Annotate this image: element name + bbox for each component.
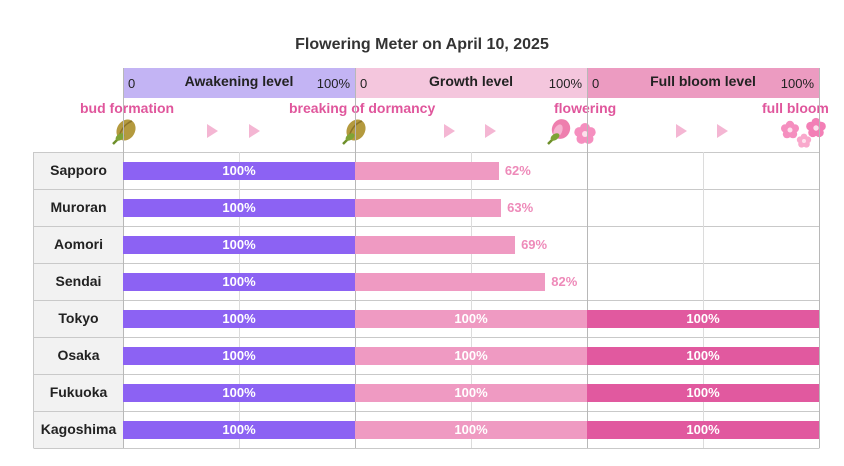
chart-title: Flowering Meter on April 10, 2025 [295, 36, 549, 53]
growth-bar [355, 235, 516, 254]
growth-level-header: Growth level 0 100% [355, 68, 587, 98]
awakening-bar [123, 161, 355, 180]
bar-value-label: 62% [504, 162, 531, 178]
awakening-bar [123, 235, 355, 254]
bar-value-label: 69% [521, 236, 548, 252]
bar-value-label: 82% [551, 273, 578, 289]
bar-value-label: 100% [686, 384, 720, 400]
bar-value-label: 100% [222, 347, 256, 363]
full-bloom-bar [587, 309, 819, 328]
arrow-icon [249, 124, 260, 138]
level-max-label: 100% [780, 76, 814, 91]
bar-value-label: 100% [686, 421, 720, 437]
full-bloom-bar [587, 383, 819, 402]
bar-value-label: 100% [222, 236, 256, 252]
city-label: Sapporo [50, 161, 107, 178]
level-name: Growth level [428, 73, 514, 89]
growth-bar [355, 309, 587, 328]
level-name: Awakening level [184, 73, 294, 89]
city-label: Fukuoka [49, 383, 108, 400]
bar-value-label: 100% [222, 199, 256, 215]
bar-value-label: 100% [222, 162, 256, 178]
bar-value-label: 100% [222, 273, 256, 289]
bar-value-label: 100% [222, 384, 256, 400]
growth-bar [355, 161, 499, 180]
growth-bar [355, 272, 546, 291]
bar-value-label: 100% [686, 310, 720, 326]
stage-label-bud-formation: bud formation [80, 100, 175, 116]
city-label: Sendai [55, 272, 102, 289]
full-bloom-bar [587, 420, 819, 439]
bar-value-label: 63% [507, 199, 534, 215]
bar-value-label: 100% [454, 421, 488, 437]
full-bloom-level-header: Full bloom level 0 100% [587, 68, 819, 98]
level-max-label: 100% [316, 76, 350, 91]
growth-bar [355, 420, 587, 439]
awakening-level-header: Awakening level 0 100% [123, 68, 355, 98]
awakening-bar [123, 198, 355, 217]
awakening-bar [123, 272, 355, 291]
stage-label-flowering: flowering [554, 100, 617, 116]
level-min-label: 0 [128, 76, 136, 91]
stage-label-breaking-of-dormancy: breaking of dormancy [289, 100, 436, 116]
bar-value-label: 100% [686, 347, 720, 363]
city-label: Muroran [50, 198, 107, 215]
city-label: Kagoshima [40, 420, 117, 437]
bar-value-label: 100% [222, 421, 256, 437]
awakening-bar [123, 383, 355, 402]
city-label: Tokyo [58, 309, 99, 326]
arrow-icon [717, 124, 728, 138]
awakening-bar [123, 309, 355, 328]
bar-value-label: 100% [454, 384, 488, 400]
full-bloom-bar [587, 346, 819, 365]
blossom-icon [547, 119, 571, 145]
arrow-icon [207, 124, 218, 138]
level-min-label: 0 [360, 76, 368, 91]
city-label: Osaka [57, 346, 100, 363]
bar-value-label: 100% [222, 310, 256, 326]
arrow-icon [485, 124, 496, 138]
level-max-label: 100% [548, 76, 582, 91]
bud-icon [112, 119, 136, 145]
awakening-bar [123, 346, 355, 365]
arrow-icon [676, 124, 687, 138]
arrow-icon [444, 124, 455, 138]
growth-bar [355, 346, 587, 365]
city-label: Aomori [54, 235, 103, 252]
growth-bar [355, 198, 502, 217]
cherry-blossoms-icon [781, 117, 826, 148]
bar-value-label: 100% [454, 347, 488, 363]
stage-label-full-bloom: full bloom [762, 100, 829, 116]
growth-bar [355, 383, 587, 402]
bar-value-label: 100% [454, 310, 488, 326]
level-name: Full bloom level [650, 73, 756, 89]
awakening-bar [123, 420, 355, 439]
level-min-label: 0 [592, 76, 600, 91]
